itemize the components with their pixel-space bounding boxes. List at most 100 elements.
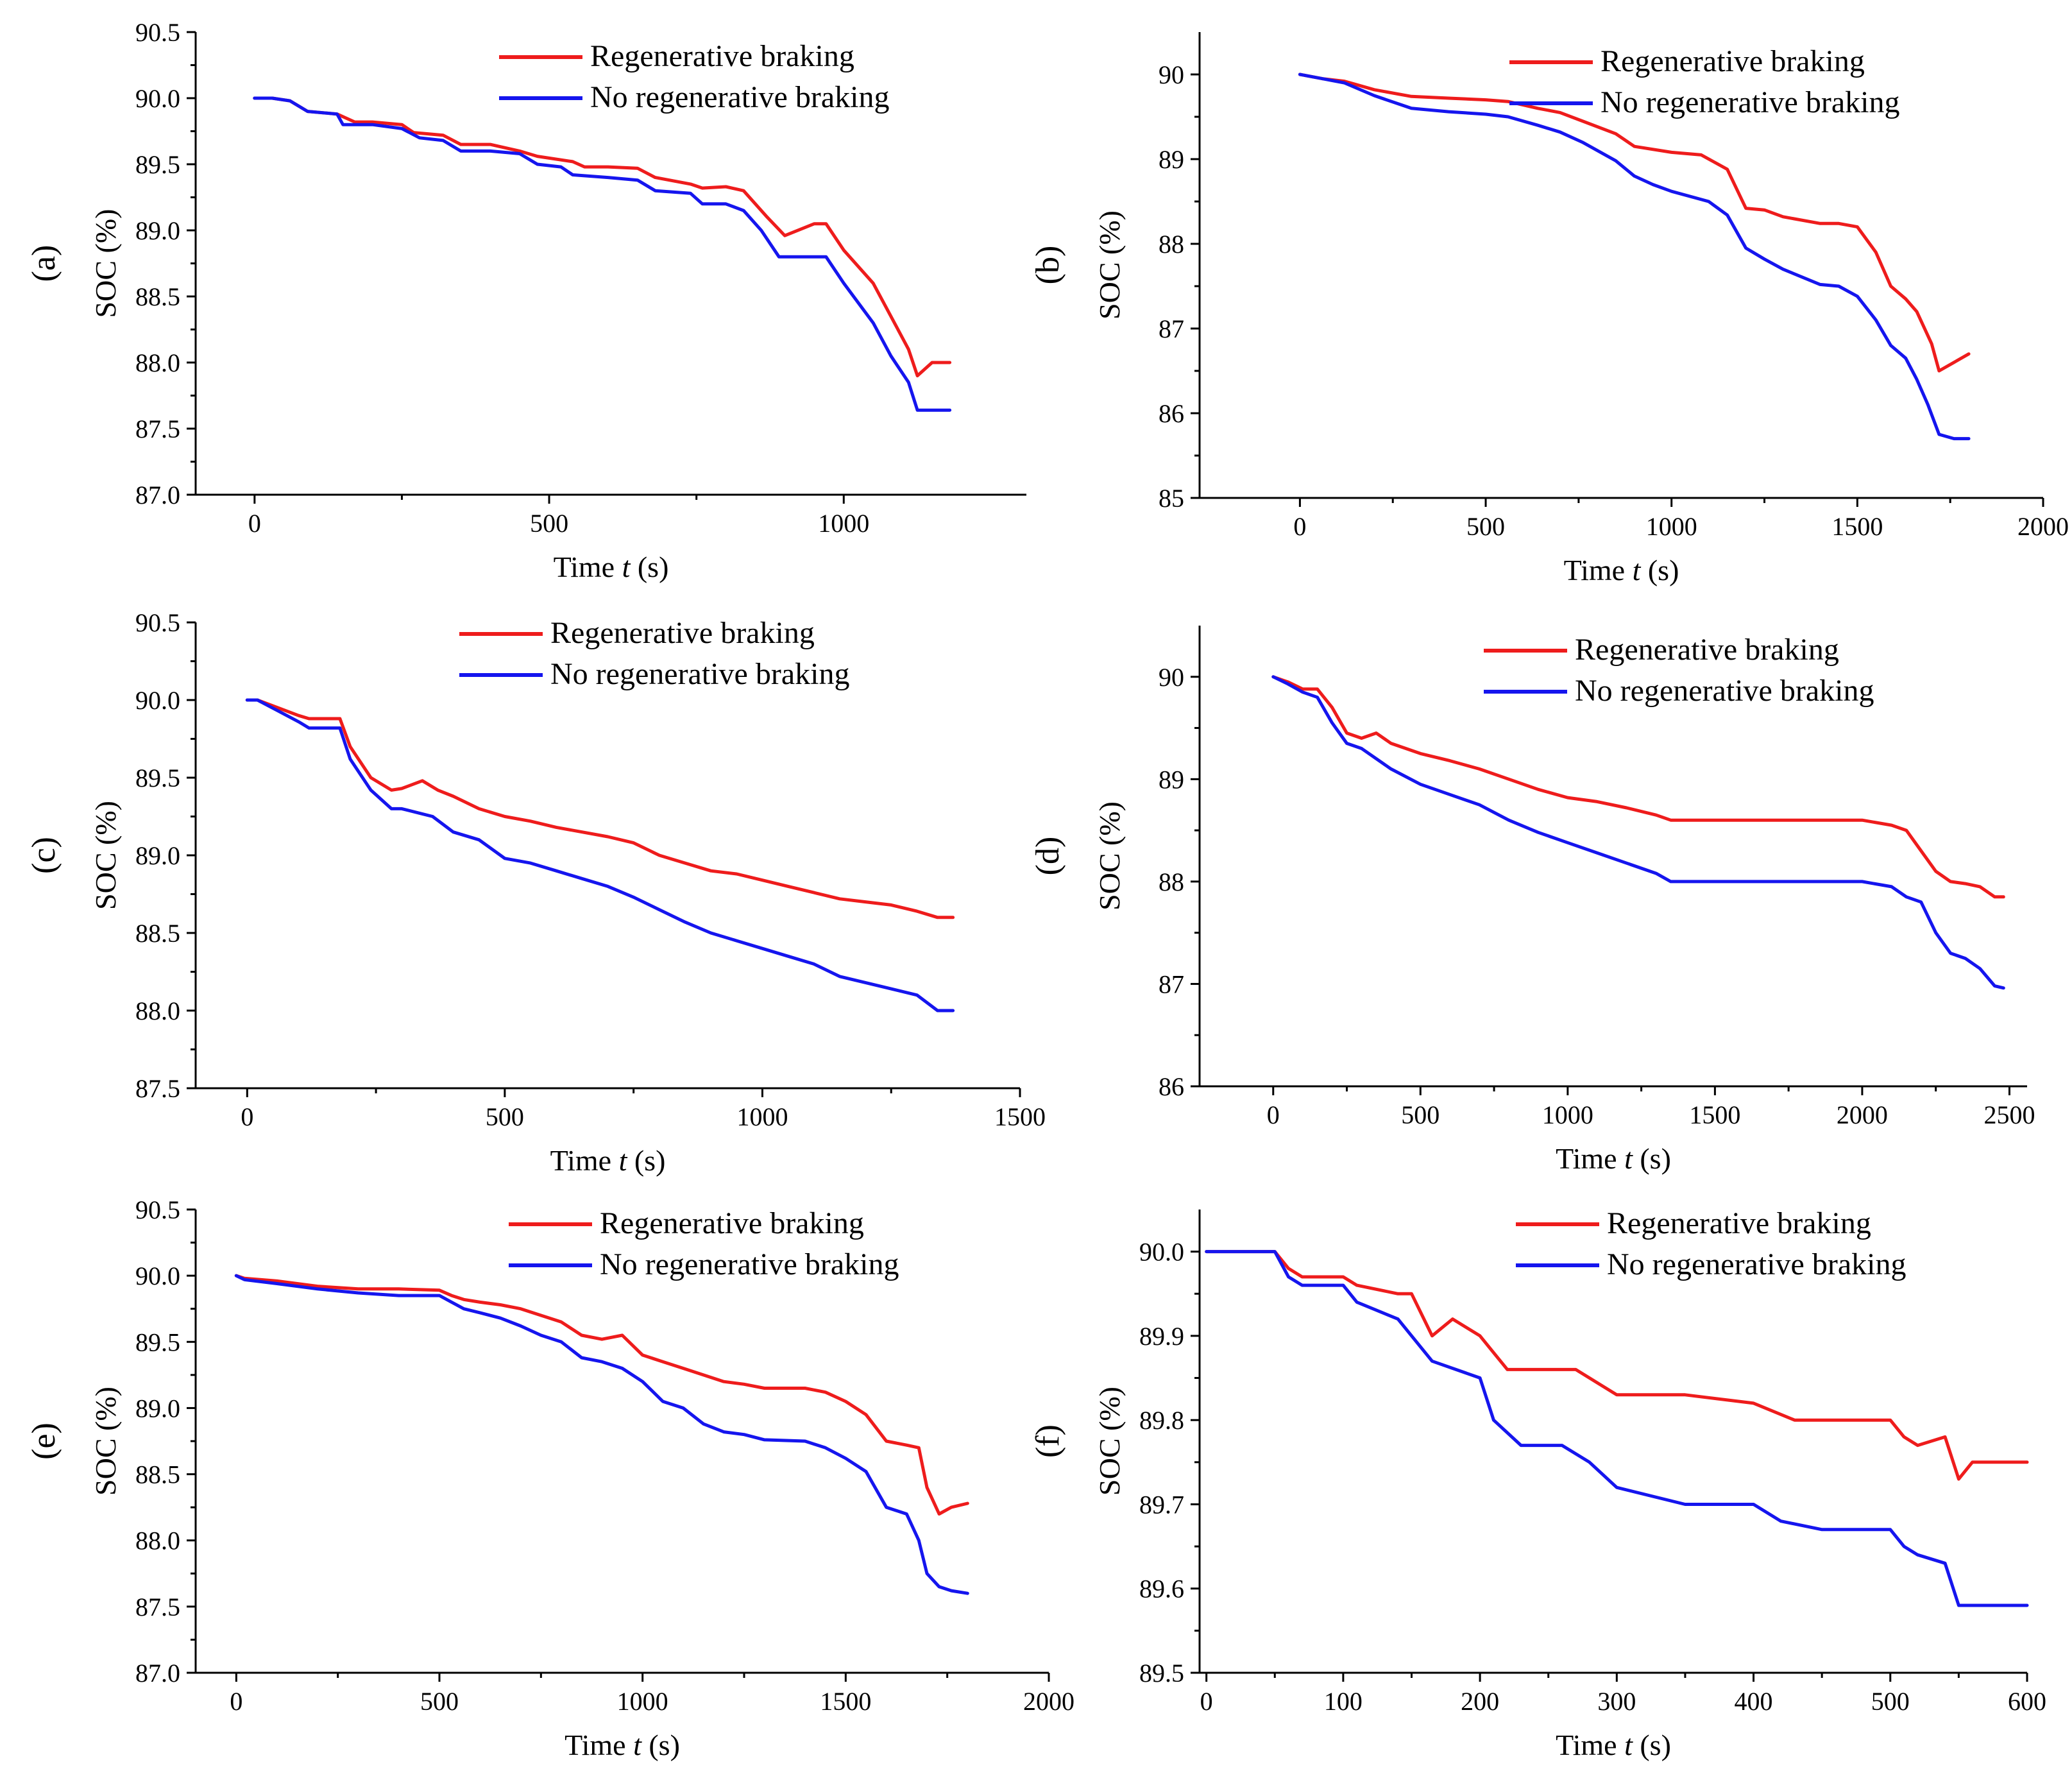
legend: Regenerative braking No regenerative brak… [1484, 633, 1874, 708]
y-tick-label: 90.5 [135, 608, 180, 637]
noregen-series-line [1298, 73, 1971, 441]
y-tick-label: 90.0 [135, 84, 180, 113]
legend-noregen-label: No regenerative braking [590, 80, 889, 114]
x-axis-title-suffix: (s) [627, 1144, 665, 1177]
x-axis-title-prefix: Time [565, 1729, 633, 1761]
x-axis-title-var: t [1633, 554, 1642, 586]
x-axis-title: Time t (s) [1564, 554, 1679, 586]
panel-label: (b) [1030, 246, 1066, 285]
legend-noregen-label: No regenerative braking [550, 657, 849, 691]
legend: Regenerative braking No regenerative brak… [1509, 44, 1899, 119]
y-tick-label: 88.0 [135, 996, 180, 1025]
x-tick-label: 400 [1735, 1687, 1773, 1716]
noregen-series-line [234, 1274, 969, 1595]
chart-panel-a: 87.0 87.5 88.0 88.5 89.0 89.5 90.0 90.5 0 500 1000… [26, 18, 1026, 583]
y-tick-label: 89.6 [1139, 1575, 1184, 1603]
y-tick-label: 89.0 [135, 1394, 180, 1423]
x-tick-label: 500 [486, 1102, 524, 1131]
x-tick-label: 2000 [1023, 1687, 1074, 1716]
regen-series-line [234, 1274, 969, 1516]
y-tick-label: 90.5 [135, 1195, 180, 1224]
y-tick-label: 87.5 [135, 1074, 180, 1103]
x-tick-label: 1000 [736, 1102, 788, 1131]
x-tick-label: 500 [1401, 1100, 1439, 1129]
y-tick-label: 86 [1159, 399, 1184, 428]
y-axis-title: SOC (%) [89, 1387, 122, 1496]
legend-regen-label: Regenerative braking [1575, 633, 1839, 667]
y-tick-label: 88.5 [135, 282, 180, 311]
y-tick-label: 88.5 [135, 1460, 180, 1489]
y-tick-label: 89.5 [135, 764, 180, 792]
y-tick-label: 88.0 [135, 348, 180, 377]
y-tick-label: 90.0 [1139, 1238, 1184, 1267]
chart-panel-d: 86 87 88 89 90 0 500 1000 1500 2000 2500 Time t (s)… [1030, 626, 2035, 1175]
chart-panel-e: 87.0 87.5 88.0 88.5 89.0 89.5 90.0 90.5 0 500 1000… [26, 1195, 1074, 1761]
x-axis-title-suffix: (s) [630, 551, 668, 583]
x-tick-label: 1500 [1689, 1100, 1740, 1129]
x-tick-label: 0 [230, 1687, 242, 1716]
y-tick-label: 89.0 [135, 216, 180, 245]
x-axis-title-suffix: (s) [1633, 1729, 1671, 1761]
x-axis-title-prefix: Time [1556, 1729, 1624, 1761]
x-tick-label: 0 [248, 509, 261, 538]
x-tick-label: 500 [420, 1687, 459, 1716]
x-axis-title-var: t [622, 551, 631, 583]
legend-regen-label: Regenerative braking [1607, 1206, 1871, 1240]
y-axis-title: SOC (%) [89, 801, 122, 910]
y-tick-label: 87.0 [135, 1659, 180, 1688]
y-tick-label: 87 [1159, 314, 1184, 343]
legend-regen-label: Regenerative braking [590, 39, 854, 73]
chart-panel-f: 89.5 89.6 89.7 89.8 89.9 90.0 0 100 200 300 400 500… [1030, 1206, 2046, 1761]
x-tick-label: 2000 [1837, 1100, 1888, 1129]
y-tick-label: 87.5 [135, 1593, 180, 1621]
x-axis-title-prefix: Time [1564, 554, 1633, 586]
y-tick-label: 90 [1159, 60, 1184, 89]
regen-series-line [253, 96, 952, 378]
legend-noregen-label: No regenerative braking [1601, 85, 1899, 119]
y-axis-title: SOC (%) [1093, 210, 1126, 320]
x-tick-label: 1500 [994, 1102, 1046, 1131]
y-tick-label: 87.5 [135, 415, 180, 443]
x-tick-label: 2500 [1983, 1100, 2035, 1129]
noregen-series-line [253, 96, 952, 412]
x-axis-title: Time t (s) [1556, 1142, 1671, 1175]
x-tick-label: 500 [1871, 1687, 1910, 1716]
x-tick-label: 1500 [820, 1687, 871, 1716]
y-tick-label: 89.5 [135, 1328, 180, 1356]
y-tick-label: 87.0 [135, 481, 180, 509]
x-tick-label: 0 [1200, 1687, 1213, 1716]
x-axis-title-suffix: (s) [1640, 554, 1679, 586]
regen-series-line [1271, 675, 2005, 899]
legend-noregen-label: No regenerative braking [1575, 674, 1874, 708]
legend-regen-label: Regenerative braking [600, 1206, 864, 1240]
y-tick-label: 89.0 [135, 841, 180, 870]
x-tick-label: 500 [530, 509, 568, 538]
x-tick-label: 0 [1267, 1100, 1280, 1129]
y-tick-label: 89.8 [1139, 1406, 1184, 1435]
y-tick-label: 89 [1159, 145, 1184, 174]
x-tick-label: 600 [2008, 1687, 2046, 1716]
y-tick-label: 89.9 [1139, 1322, 1184, 1351]
x-axis-title-prefix: Time [1556, 1142, 1624, 1175]
y-tick-label: 88 [1159, 230, 1184, 259]
x-tick-label: 0 [241, 1102, 253, 1131]
x-tick-label: 100 [1324, 1687, 1363, 1716]
y-tick-label: 89.5 [135, 150, 180, 179]
y-tick-label: 89.7 [1139, 1490, 1184, 1519]
panel-label: (d) [1030, 837, 1066, 876]
x-axis-title-suffix: (s) [1633, 1142, 1671, 1175]
x-tick-label: 2000 [2017, 512, 2069, 541]
x-tick-label: 1000 [1542, 1100, 1593, 1129]
legend: Regenerative braking No regenerative brak… [1516, 1206, 1906, 1281]
y-tick-label: 90.5 [135, 18, 180, 47]
x-tick-label: 1000 [617, 1687, 668, 1716]
x-tick-label: 1000 [818, 509, 869, 538]
x-axis-title-var: t [1624, 1729, 1633, 1761]
y-tick-label: 85 [1159, 484, 1184, 513]
legend: Regenerative braking No regenerative brak… [509, 1206, 899, 1281]
y-axis-title: SOC (%) [89, 209, 122, 318]
legend: Regenerative braking No regenerative brak… [459, 616, 849, 691]
x-axis-title-suffix: (s) [641, 1729, 680, 1761]
x-axis-title-prefix: Time [550, 1144, 619, 1177]
